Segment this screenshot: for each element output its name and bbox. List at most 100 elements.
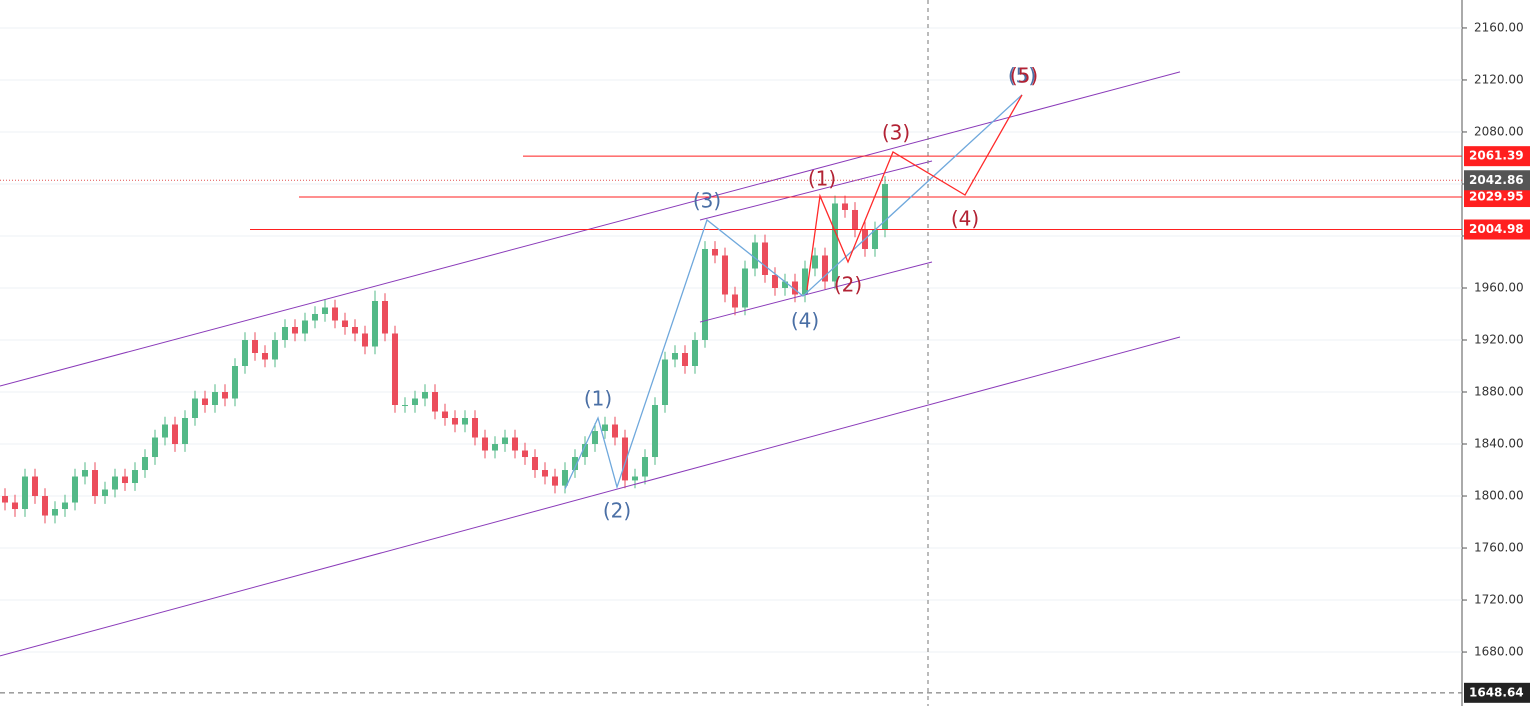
candle-body: [462, 418, 468, 425]
candle-body: [452, 418, 458, 425]
candle-body: [402, 405, 408, 407]
candle-body: [502, 437, 508, 445]
candle-body: [312, 313, 318, 321]
wave-label: (2): [603, 499, 631, 523]
price-tag-label: 2004.98: [1469, 222, 1524, 236]
candle-body: [762, 242, 768, 275]
candle-body: [602, 424, 608, 432]
price-tag-label: 2061.39: [1469, 149, 1524, 163]
price-tag: [1464, 170, 1530, 191]
wave-label: (1): [808, 166, 836, 190]
wave-label: (5): [1008, 63, 1036, 87]
trendline: [0, 71, 1181, 387]
candle-body: [132, 470, 138, 484]
candle-body: [882, 183, 888, 230]
wave-label: (4): [791, 309, 819, 333]
candle-body: [412, 398, 418, 406]
candle-body: [772, 274, 778, 288]
trendline: [699, 261, 933, 323]
wave-label: (2): [834, 273, 862, 297]
candle-body: [852, 209, 858, 230]
candle-body: [262, 353, 268, 360]
candle-body: [782, 281, 788, 288]
candle-body: [632, 476, 638, 481]
candle-body: [62, 502, 68, 510]
wave-label: (4): [951, 206, 979, 230]
candle-body: [802, 268, 808, 295]
price-tag: [1464, 219, 1530, 240]
price-tag-label: 2029.95: [1469, 190, 1524, 204]
y-tick-label: 2080.00: [1474, 124, 1524, 138]
candle-body: [442, 411, 448, 419]
y-tick-label: 2120.00: [1474, 72, 1524, 86]
candle-body: [702, 248, 708, 340]
candle-body: [742, 268, 748, 308]
candle-body: [82, 470, 88, 477]
candle-body: [542, 470, 548, 477]
candle-body: [222, 392, 228, 399]
y-tick-label: 1800.00: [1474, 489, 1524, 503]
candle-body: [692, 339, 698, 367]
candle-body: [422, 392, 428, 399]
candle-body: [322, 307, 328, 314]
candle-body: [32, 476, 38, 497]
y-tick-label: 1960.00: [1474, 280, 1524, 294]
candle-body: [822, 255, 828, 282]
y-tick-label: 1880.00: [1474, 385, 1524, 399]
candle-body: [92, 470, 98, 497]
candle-body: [102, 489, 108, 497]
candle-body: [342, 320, 348, 327]
candle-body: [792, 281, 798, 295]
candle-body: [22, 476, 28, 510]
wave-label: (3): [882, 120, 910, 144]
candle-body: [612, 424, 618, 438]
candle-body: [2, 496, 8, 503]
candle-body: [682, 353, 688, 367]
candle-body: [392, 333, 398, 406]
candle-body: [832, 203, 838, 282]
candle-body: [122, 476, 128, 484]
candle-body: [672, 353, 678, 360]
candle-body: [842, 203, 848, 210]
y-tick-label: 2160.00: [1474, 20, 1524, 34]
candle-body: [72, 476, 78, 503]
candle-body: [252, 339, 258, 353]
candle-body: [202, 398, 208, 406]
price-tag: [1464, 146, 1530, 167]
price-tag: [1464, 187, 1530, 208]
candle-body: [42, 496, 48, 516]
candle-body: [592, 431, 598, 445]
wave-label: (3): [693, 188, 721, 212]
candle-body: [522, 450, 528, 458]
candle-body: [142, 457, 148, 471]
candle-body: [662, 359, 668, 406]
candle-body: [112, 476, 118, 490]
wave-path: [806, 94, 1023, 291]
candle-body: [642, 457, 648, 477]
candle-body: [272, 339, 278, 360]
candle-body: [162, 424, 168, 438]
candle-body: [192, 398, 198, 419]
candle-body: [472, 418, 478, 438]
candle-body: [652, 405, 658, 458]
candle-body: [242, 339, 248, 367]
price-axis: 1680.00 1720.00 1760.00 1800.00 1840.00 1880.…: [1462, 20, 1530, 703]
candle-body: [582, 444, 588, 458]
candle-body: [532, 457, 538, 471]
candle-body: [212, 392, 218, 406]
candle-body: [562, 470, 568, 486]
candle-body: [52, 509, 58, 516]
candle-body: [622, 437, 628, 481]
candle-body: [152, 437, 158, 458]
candle-body: [362, 333, 368, 347]
candle-body: [492, 444, 498, 451]
trendline: [0, 336, 1181, 657]
candle-body: [872, 229, 878, 249]
plot: (1)(2)(3)(4)(5)(1)(2)(3)(4)(5): [0, 0, 1462, 706]
wave-label: (1): [584, 387, 612, 411]
candle-body: [812, 255, 818, 269]
trendline: [699, 160, 933, 221]
candle-body: [432, 392, 438, 412]
